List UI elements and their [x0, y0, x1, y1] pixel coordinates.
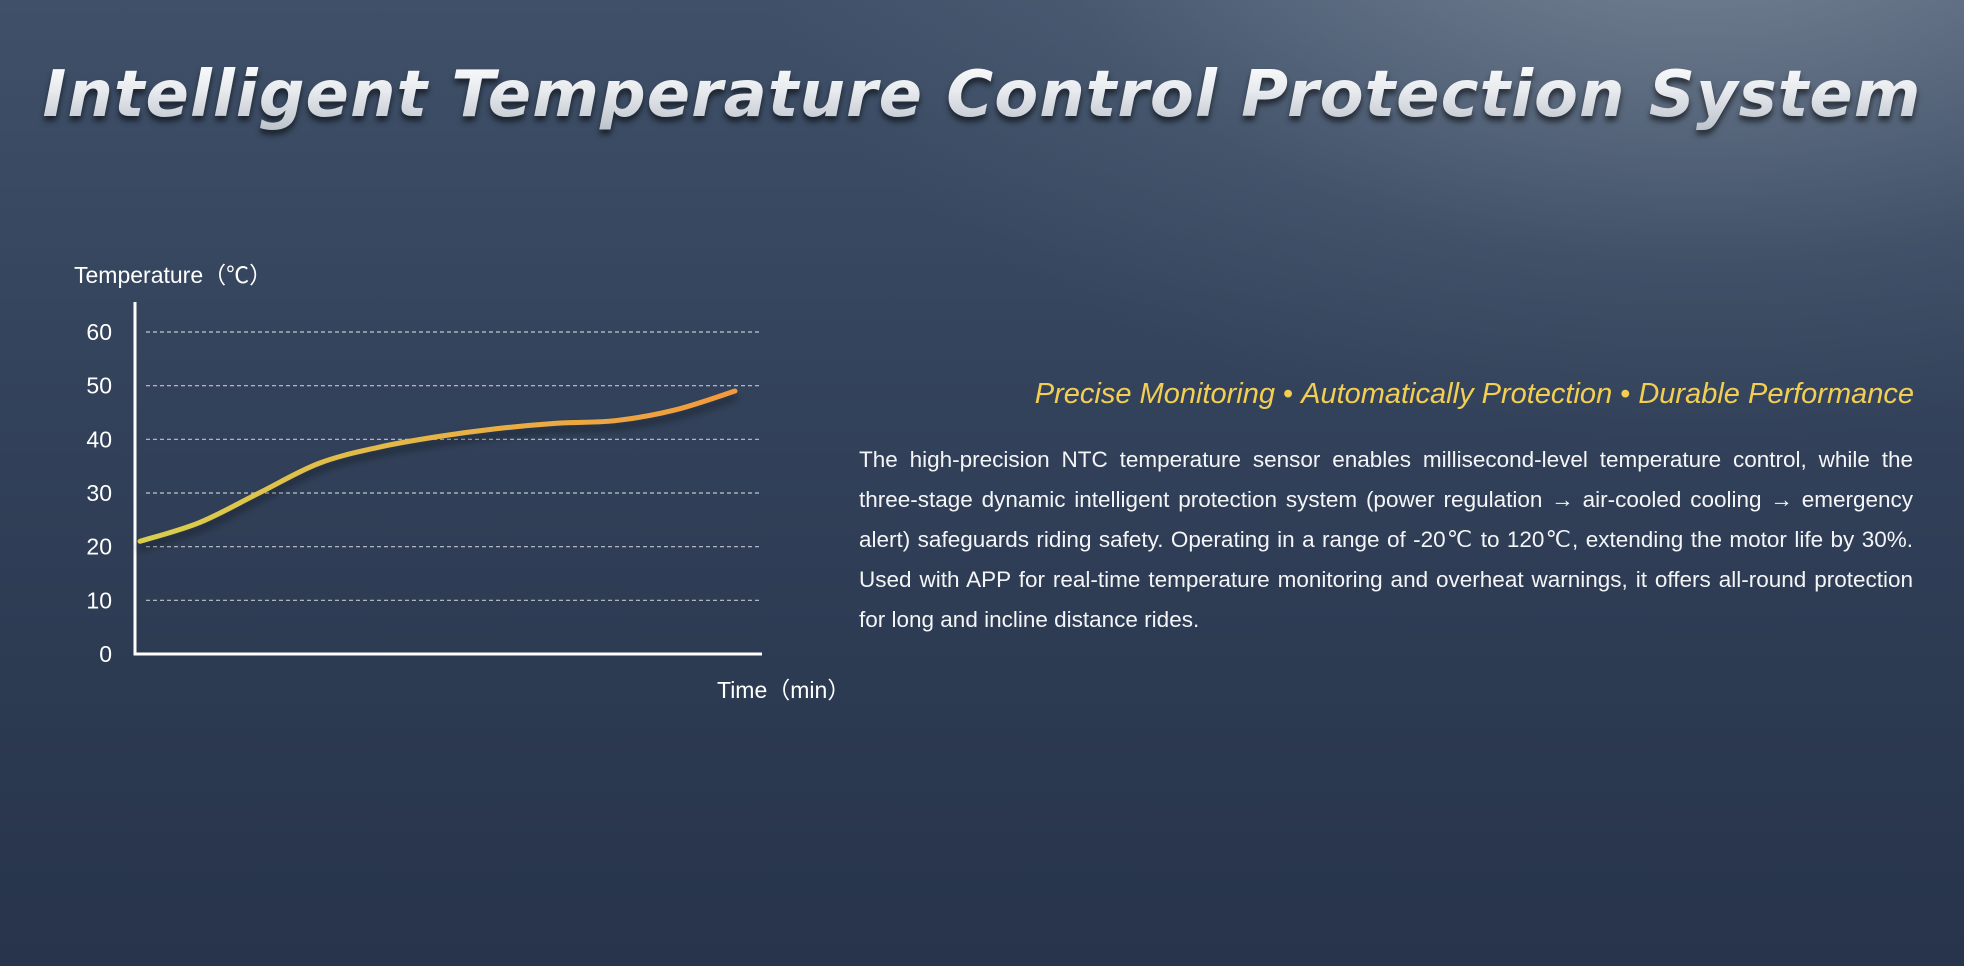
tagline-separator: • — [1620, 378, 1631, 410]
axis-layer — [133, 302, 762, 656]
grid-layer — [146, 331, 760, 601]
y-tick-label: 40 — [86, 426, 112, 452]
tagline-item-monitoring: Precise Monitoring — [1034, 378, 1275, 410]
temperature-curve — [137, 388, 738, 544]
tagline-separator: • — [1282, 378, 1294, 410]
page-title: Intelligent Temperature Control Protecti… — [0, 58, 1964, 132]
y-tick-label: 30 — [86, 480, 112, 506]
temperature-chart: Temperature（℃） Time（min） 0 10 20 30 40 50 60 — [0, 250, 880, 720]
y-axis-label: Temperature（℃） — [74, 262, 272, 288]
tagline-item-protection: Automatically Protection — [1301, 378, 1613, 410]
y-tick-label: 60 — [86, 319, 112, 345]
y-tick-label: 20 — [86, 534, 112, 560]
tagline: Precise Monitoring • Automatically Protect… — [860, 378, 1914, 411]
y-tick-label: 10 — [86, 587, 112, 613]
chart-svg: Temperature（℃） Time（min） 0 10 20 30 40 50 60 — [74, 262, 850, 703]
series-layer — [137, 388, 738, 544]
x-axis-label: Time（min） — [717, 677, 850, 703]
y-tick-label: 0 — [99, 641, 112, 667]
tagline-item-performance: Durable Performance — [1638, 378, 1914, 410]
description-paragraph: The high-precision NTC temperature senso… — [859, 447, 1913, 632]
y-tick-label: 50 — [86, 373, 112, 399]
y-tick-layer: 0 10 20 30 40 50 60 — [86, 319, 112, 667]
